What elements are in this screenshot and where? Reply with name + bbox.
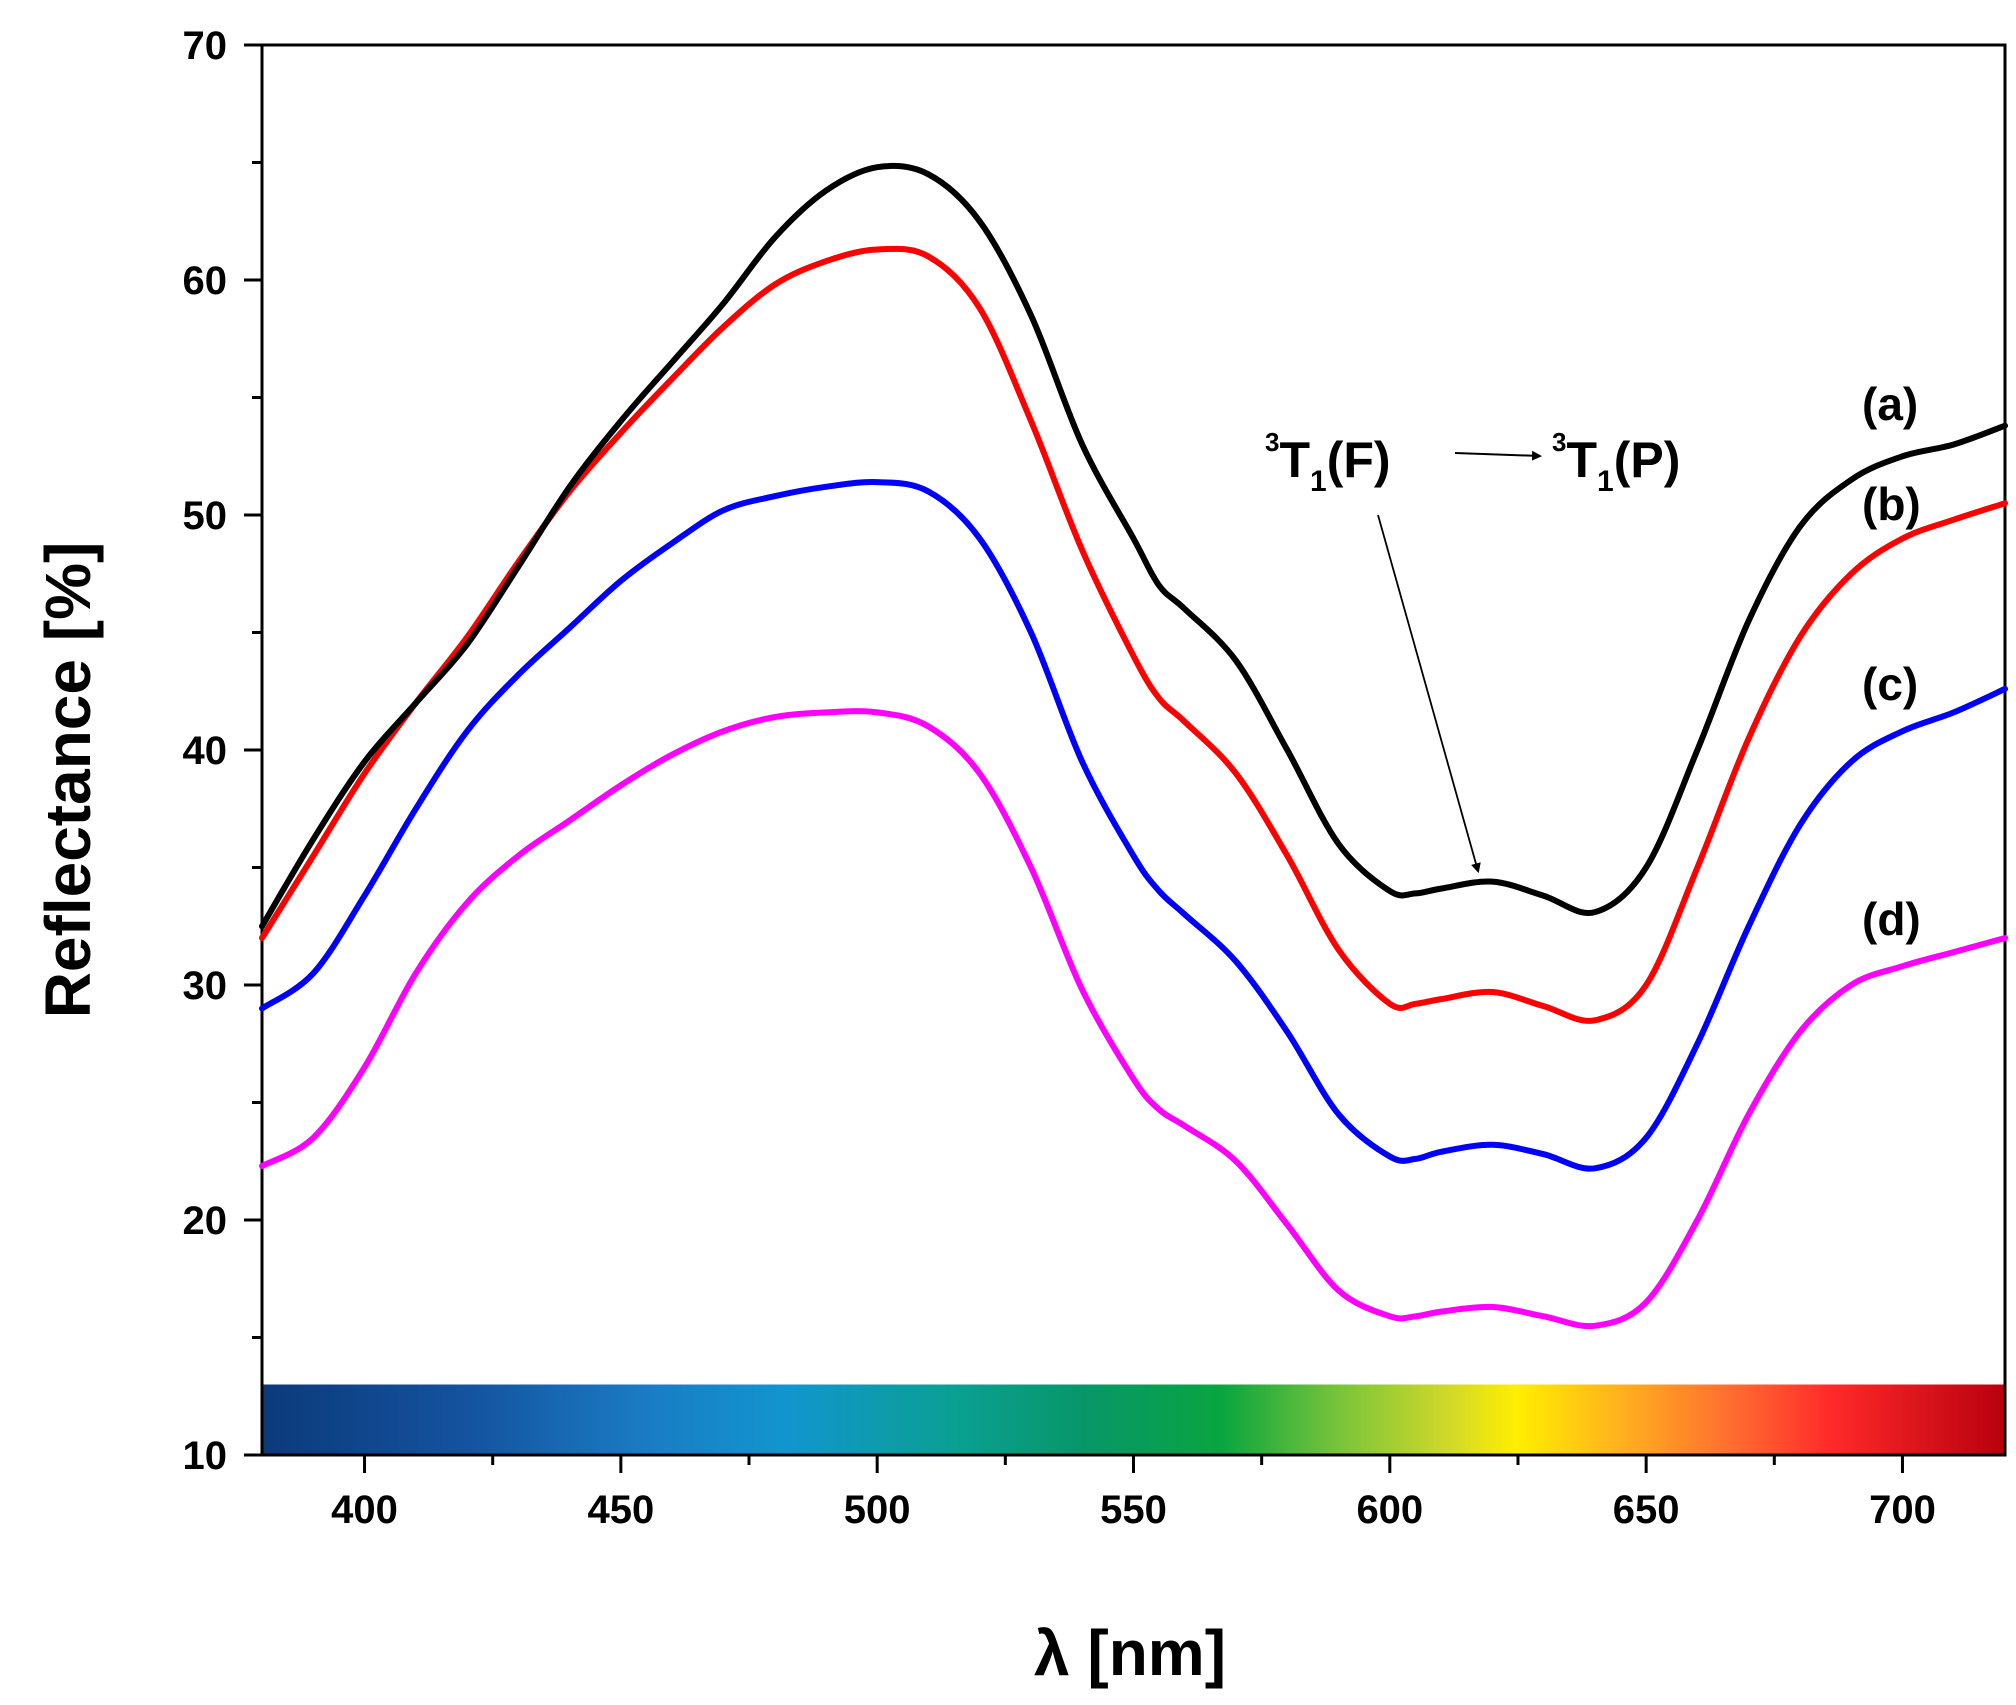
x-tick-label-500: 500 — [844, 1488, 911, 1532]
x-tick-label-700: 700 — [1869, 1488, 1936, 1532]
series-a-line — [259, 162, 2008, 930]
series-c-line — [259, 478, 2008, 1172]
term-sub-right: 1 — [1597, 465, 1614, 498]
axis-ticks: 400 450 500 550 600 650 700 10 20 30 40 50 60 70 — [183, 24, 1936, 1532]
y-tick-label-10: 10 — [183, 1434, 228, 1478]
transition-annotation: 3T1(F) 3T1(P) — [1265, 427, 1680, 874]
svg-text:3T1(P): 3T1(P) — [1552, 427, 1680, 498]
y-tick-label-50: 50 — [183, 494, 228, 538]
term-sup-left: 3 — [1265, 427, 1279, 457]
series-layer — [259, 162, 2008, 1330]
visible-spectrum-bar — [262, 1384, 2005, 1455]
series-label-a: (a) — [1862, 378, 1918, 430]
term-sub-left: 1 — [1310, 465, 1327, 498]
term-sup-right: 3 — [1552, 427, 1566, 457]
x-tick-label-450: 450 — [587, 1488, 654, 1532]
y-tick-label-60: 60 — [183, 259, 228, 303]
series-d-line — [259, 708, 2008, 1330]
svg-text:3T1(F): 3T1(F) — [1265, 427, 1391, 498]
x-tick-label-600: 600 — [1356, 1488, 1423, 1532]
y-axis-title: Reflectance [%] — [32, 542, 104, 1019]
y-tick-label-20: 20 — [183, 1199, 228, 1243]
y-tick-label-30: 30 — [183, 964, 228, 1008]
term-left: (F) — [1327, 432, 1391, 488]
series-label-d: (d) — [1862, 893, 1921, 945]
x-tick-label-400: 400 — [331, 1488, 398, 1532]
series-label-b: (b) — [1862, 478, 1921, 530]
transition-arrow-horizontal — [1454, 450, 1542, 461]
term-right: (P) — [1614, 432, 1681, 488]
y-tick-label-70: 70 — [183, 24, 228, 68]
transition-pointer-arrow — [1377, 514, 1481, 874]
x-tick-label-650: 650 — [1613, 1488, 1680, 1532]
x-axis-title: λ [nm] — [1034, 1617, 1226, 1689]
series-label-c: (c) — [1862, 658, 1918, 710]
y-tick-label-40: 40 — [183, 729, 228, 773]
term-t-left: T — [1279, 432, 1310, 488]
x-tick-label-550: 550 — [1100, 1488, 1167, 1532]
term-t-right: T — [1566, 432, 1597, 488]
